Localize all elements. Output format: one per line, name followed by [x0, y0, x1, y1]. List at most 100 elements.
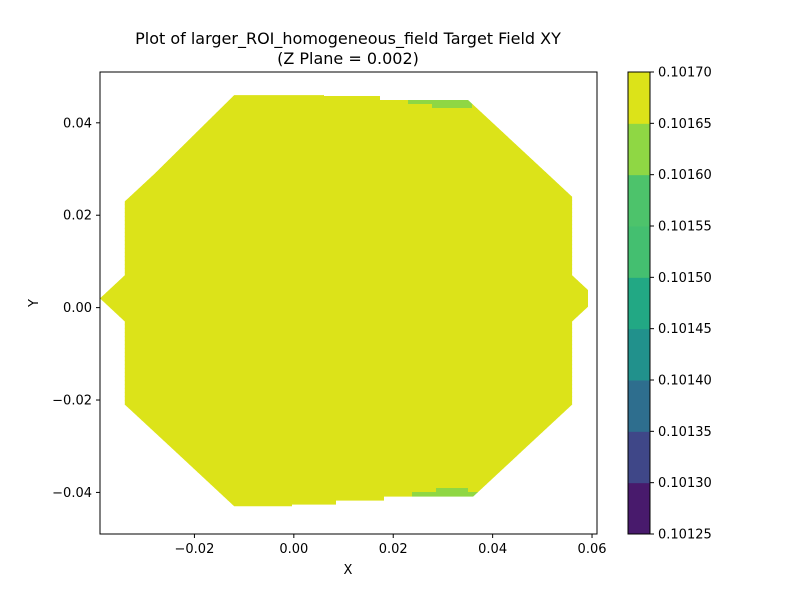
contour-band-cell — [100, 228, 584, 233]
contour-band-cell — [100, 192, 580, 197]
contour-band-cell — [100, 348, 584, 353]
contour-band-cell — [100, 160, 572, 165]
contour-band-cell — [100, 84, 264, 89]
contour-band-cell — [100, 224, 584, 229]
contour-band-cell — [100, 272, 588, 277]
contour-band-cell — [100, 508, 268, 513]
colorbar-frame — [627, 71, 651, 535]
x-tick-label: 0.06 — [578, 542, 607, 557]
y-tick-label: 0.00 — [63, 301, 92, 316]
colorbar-segment — [628, 482, 650, 535]
contour-band-cell — [100, 412, 576, 417]
contour-band-cell — [100, 96, 380, 101]
colorbar-segment — [628, 380, 650, 432]
y-tick-label: −0.04 — [52, 486, 92, 501]
contour-band-cell — [100, 92, 324, 97]
contour-band-cell — [100, 480, 552, 485]
contour-band-cell — [100, 336, 588, 341]
y-axis-label: Y — [27, 299, 42, 308]
contour-band-cell — [436, 488, 468, 493]
x-tick-label: 0.00 — [279, 542, 308, 557]
contour-band-cell — [100, 388, 580, 393]
contour-band-cell — [100, 416, 576, 421]
contour-band-cell — [100, 356, 584, 361]
contour-band-cell — [100, 196, 580, 201]
colorbar-tick-label: 0.10170 — [658, 66, 712, 81]
contour-band-cell — [100, 472, 556, 477]
contour-band-cell — [100, 432, 572, 437]
contour-band-cell — [100, 104, 432, 109]
contour-band-cell — [100, 364, 584, 369]
contour-band-cell — [472, 104, 540, 109]
contour-band-cell — [488, 492, 536, 497]
contour-band-cell — [100, 292, 588, 297]
contour-band-cell — [432, 104, 472, 109]
contour-band-cell — [100, 72, 224, 77]
chart-title-line2: (Z Plane = 0.002) — [277, 49, 419, 68]
contour-band-cell — [100, 488, 436, 493]
contour-band-cell — [100, 392, 580, 397]
y-tick-label: 0.04 — [63, 116, 92, 131]
contour-band-cell — [100, 172, 576, 177]
contour-band-cell — [100, 80, 248, 85]
contour-band-cell — [100, 456, 564, 461]
contour-band-cell — [100, 264, 588, 269]
colorbar-segment — [628, 431, 650, 484]
colorbar-tick-label: 0.10160 — [658, 168, 712, 183]
contour-band-cell — [100, 512, 252, 517]
contour-band-cell — [100, 300, 588, 305]
axes-frame — [99, 71, 598, 535]
contour-band-cell — [100, 212, 584, 217]
colorbar-tick-label: 0.10155 — [658, 220, 712, 235]
x-tick-label: 0.04 — [478, 542, 507, 557]
contour-band-cell — [100, 156, 572, 161]
contour-band-cell — [100, 344, 584, 349]
x-tick-label: −0.02 — [175, 542, 215, 557]
contour-band-cell — [100, 144, 568, 149]
contour-band-cell — [100, 400, 580, 405]
contour-band-cell — [100, 524, 216, 529]
contour-band-cell — [100, 484, 548, 489]
colorbar-segment — [628, 328, 650, 381]
contour-band-cell — [100, 220, 584, 225]
contour-band-cell — [100, 476, 556, 481]
contour-band-cell — [100, 496, 384, 501]
colorbar-tick-label: 0.10135 — [658, 425, 712, 440]
contour-band-cell — [100, 280, 588, 285]
colorbar — [628, 72, 650, 535]
contour-band-cell — [100, 100, 408, 105]
contour-band-cell — [100, 528, 208, 530]
contour-band-cell — [100, 288, 588, 293]
contour-band-cell — [100, 316, 588, 321]
contour-band-cell — [100, 112, 552, 117]
contour-band-cell — [100, 164, 572, 169]
contour-band-cell — [492, 100, 536, 105]
contour-band-cell — [100, 468, 560, 473]
contour-band-cell — [100, 244, 584, 249]
colorbar-tick-label: 0.10140 — [658, 374, 712, 389]
contour-band-cell — [100, 492, 412, 497]
contour-band-cell — [100, 372, 584, 377]
contour-band-cell — [100, 420, 576, 425]
contour-band-cell — [100, 380, 584, 385]
x-axis-label: X — [344, 563, 353, 578]
contour-band-cell — [408, 100, 492, 105]
contour-band-cell — [100, 448, 568, 453]
colorbar-tick-label: 0.10165 — [658, 117, 712, 132]
contour-band-cell — [100, 236, 584, 241]
colorbar-tick-label: 0.10150 — [658, 271, 712, 286]
contour-band-cell — [100, 340, 588, 345]
colorbar-tick-label: 0.10125 — [658, 528, 712, 543]
contour-band-cell — [100, 376, 584, 381]
colorbar-segment — [628, 72, 650, 124]
contour-band-cell — [100, 176, 576, 181]
contour-band-cell — [100, 464, 560, 469]
contour-band-cell — [100, 124, 560, 129]
contour-band-cell — [100, 500, 336, 505]
contour-band-cell — [100, 408, 580, 413]
contour-band-cell — [100, 208, 584, 213]
contour-band-cell — [100, 188, 580, 193]
contour-band-cell — [100, 332, 588, 337]
contour-band-cell — [100, 504, 292, 509]
